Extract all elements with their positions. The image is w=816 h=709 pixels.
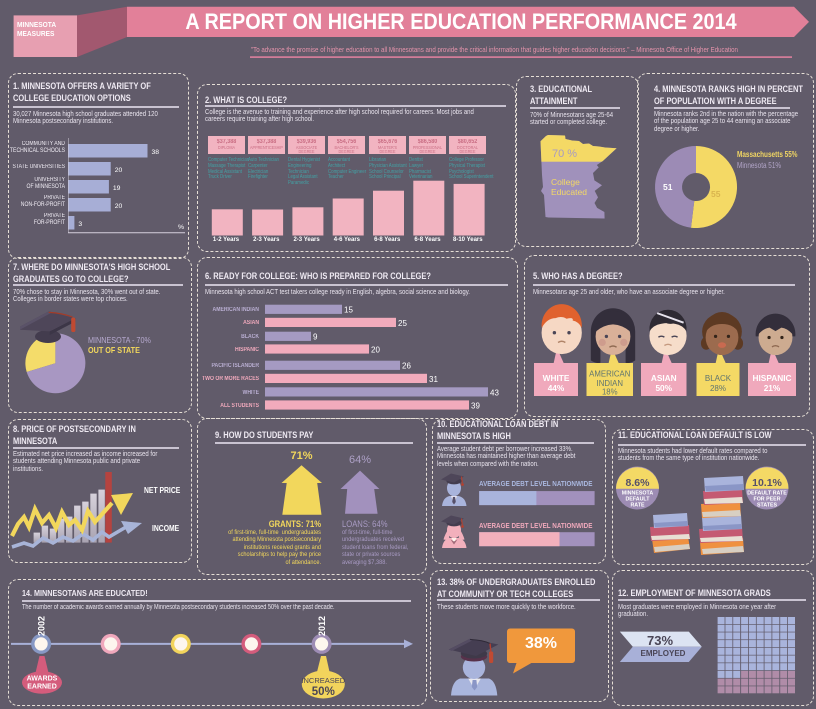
svg-text:20: 20 <box>115 167 123 174</box>
svg-text:20: 20 <box>115 203 123 210</box>
svg-text:ASIAN: ASIAN <box>651 373 677 383</box>
svg-text:MINNESOTA: MINNESOTA <box>622 491 654 497</box>
svg-text:21%: 21% <box>764 383 781 393</box>
svg-text:50%: 50% <box>655 383 672 393</box>
svg-text:20: 20 <box>371 345 380 354</box>
svg-text:STATES: STATES <box>757 503 778 509</box>
svg-text:15: 15 <box>344 306 353 315</box>
svg-text:39: 39 <box>471 401 480 410</box>
svg-text:2012: 2012 <box>317 616 327 636</box>
svg-text:44%: 44% <box>548 383 565 393</box>
svg-text:Educated: Educated <box>551 187 587 197</box>
svg-text:DEFAULT: DEFAULT <box>625 497 650 503</box>
svg-text:50%: 50% <box>312 686 335 698</box>
svg-text:38: 38 <box>152 149 160 156</box>
svg-text:WHITE: WHITE <box>543 373 570 383</box>
svg-text:9: 9 <box>313 333 318 342</box>
svg-text:HISPANIC: HISPANIC <box>752 373 791 383</box>
svg-text:INCREASED: INCREASED <box>301 676 345 685</box>
svg-text:2002: 2002 <box>37 616 47 636</box>
svg-text:INDIAN: INDIAN <box>597 379 623 388</box>
svg-text:%: % <box>178 224 184 231</box>
svg-text:DEFAULT RATE: DEFAULT RATE <box>747 491 787 497</box>
svg-text:BLACK: BLACK <box>705 374 732 383</box>
svg-text:25: 25 <box>398 319 407 328</box>
svg-text:RATE: RATE <box>630 503 644 509</box>
svg-text:AMERICAN: AMERICAN <box>589 370 630 379</box>
svg-text:3: 3 <box>78 221 82 228</box>
svg-text:70 %: 70 % <box>552 148 577 160</box>
svg-text:51: 51 <box>663 182 673 192</box>
svg-text:26: 26 <box>402 362 411 371</box>
svg-text:10.1%: 10.1% <box>752 477 782 489</box>
svg-text:28%: 28% <box>710 384 726 393</box>
svg-text:College: College <box>551 177 580 187</box>
svg-text:8.6%: 8.6% <box>626 477 651 489</box>
svg-text:19: 19 <box>113 185 121 192</box>
svg-text:18%: 18% <box>602 388 618 397</box>
svg-text:AWARDS: AWARDS <box>27 676 58 683</box>
svg-text:31: 31 <box>429 375 438 384</box>
svg-text:FOR PEER: FOR PEER <box>753 497 780 503</box>
svg-text:55: 55 <box>711 189 721 199</box>
svg-text:43: 43 <box>490 388 499 397</box>
svg-text:EARNED: EARNED <box>27 684 57 691</box>
